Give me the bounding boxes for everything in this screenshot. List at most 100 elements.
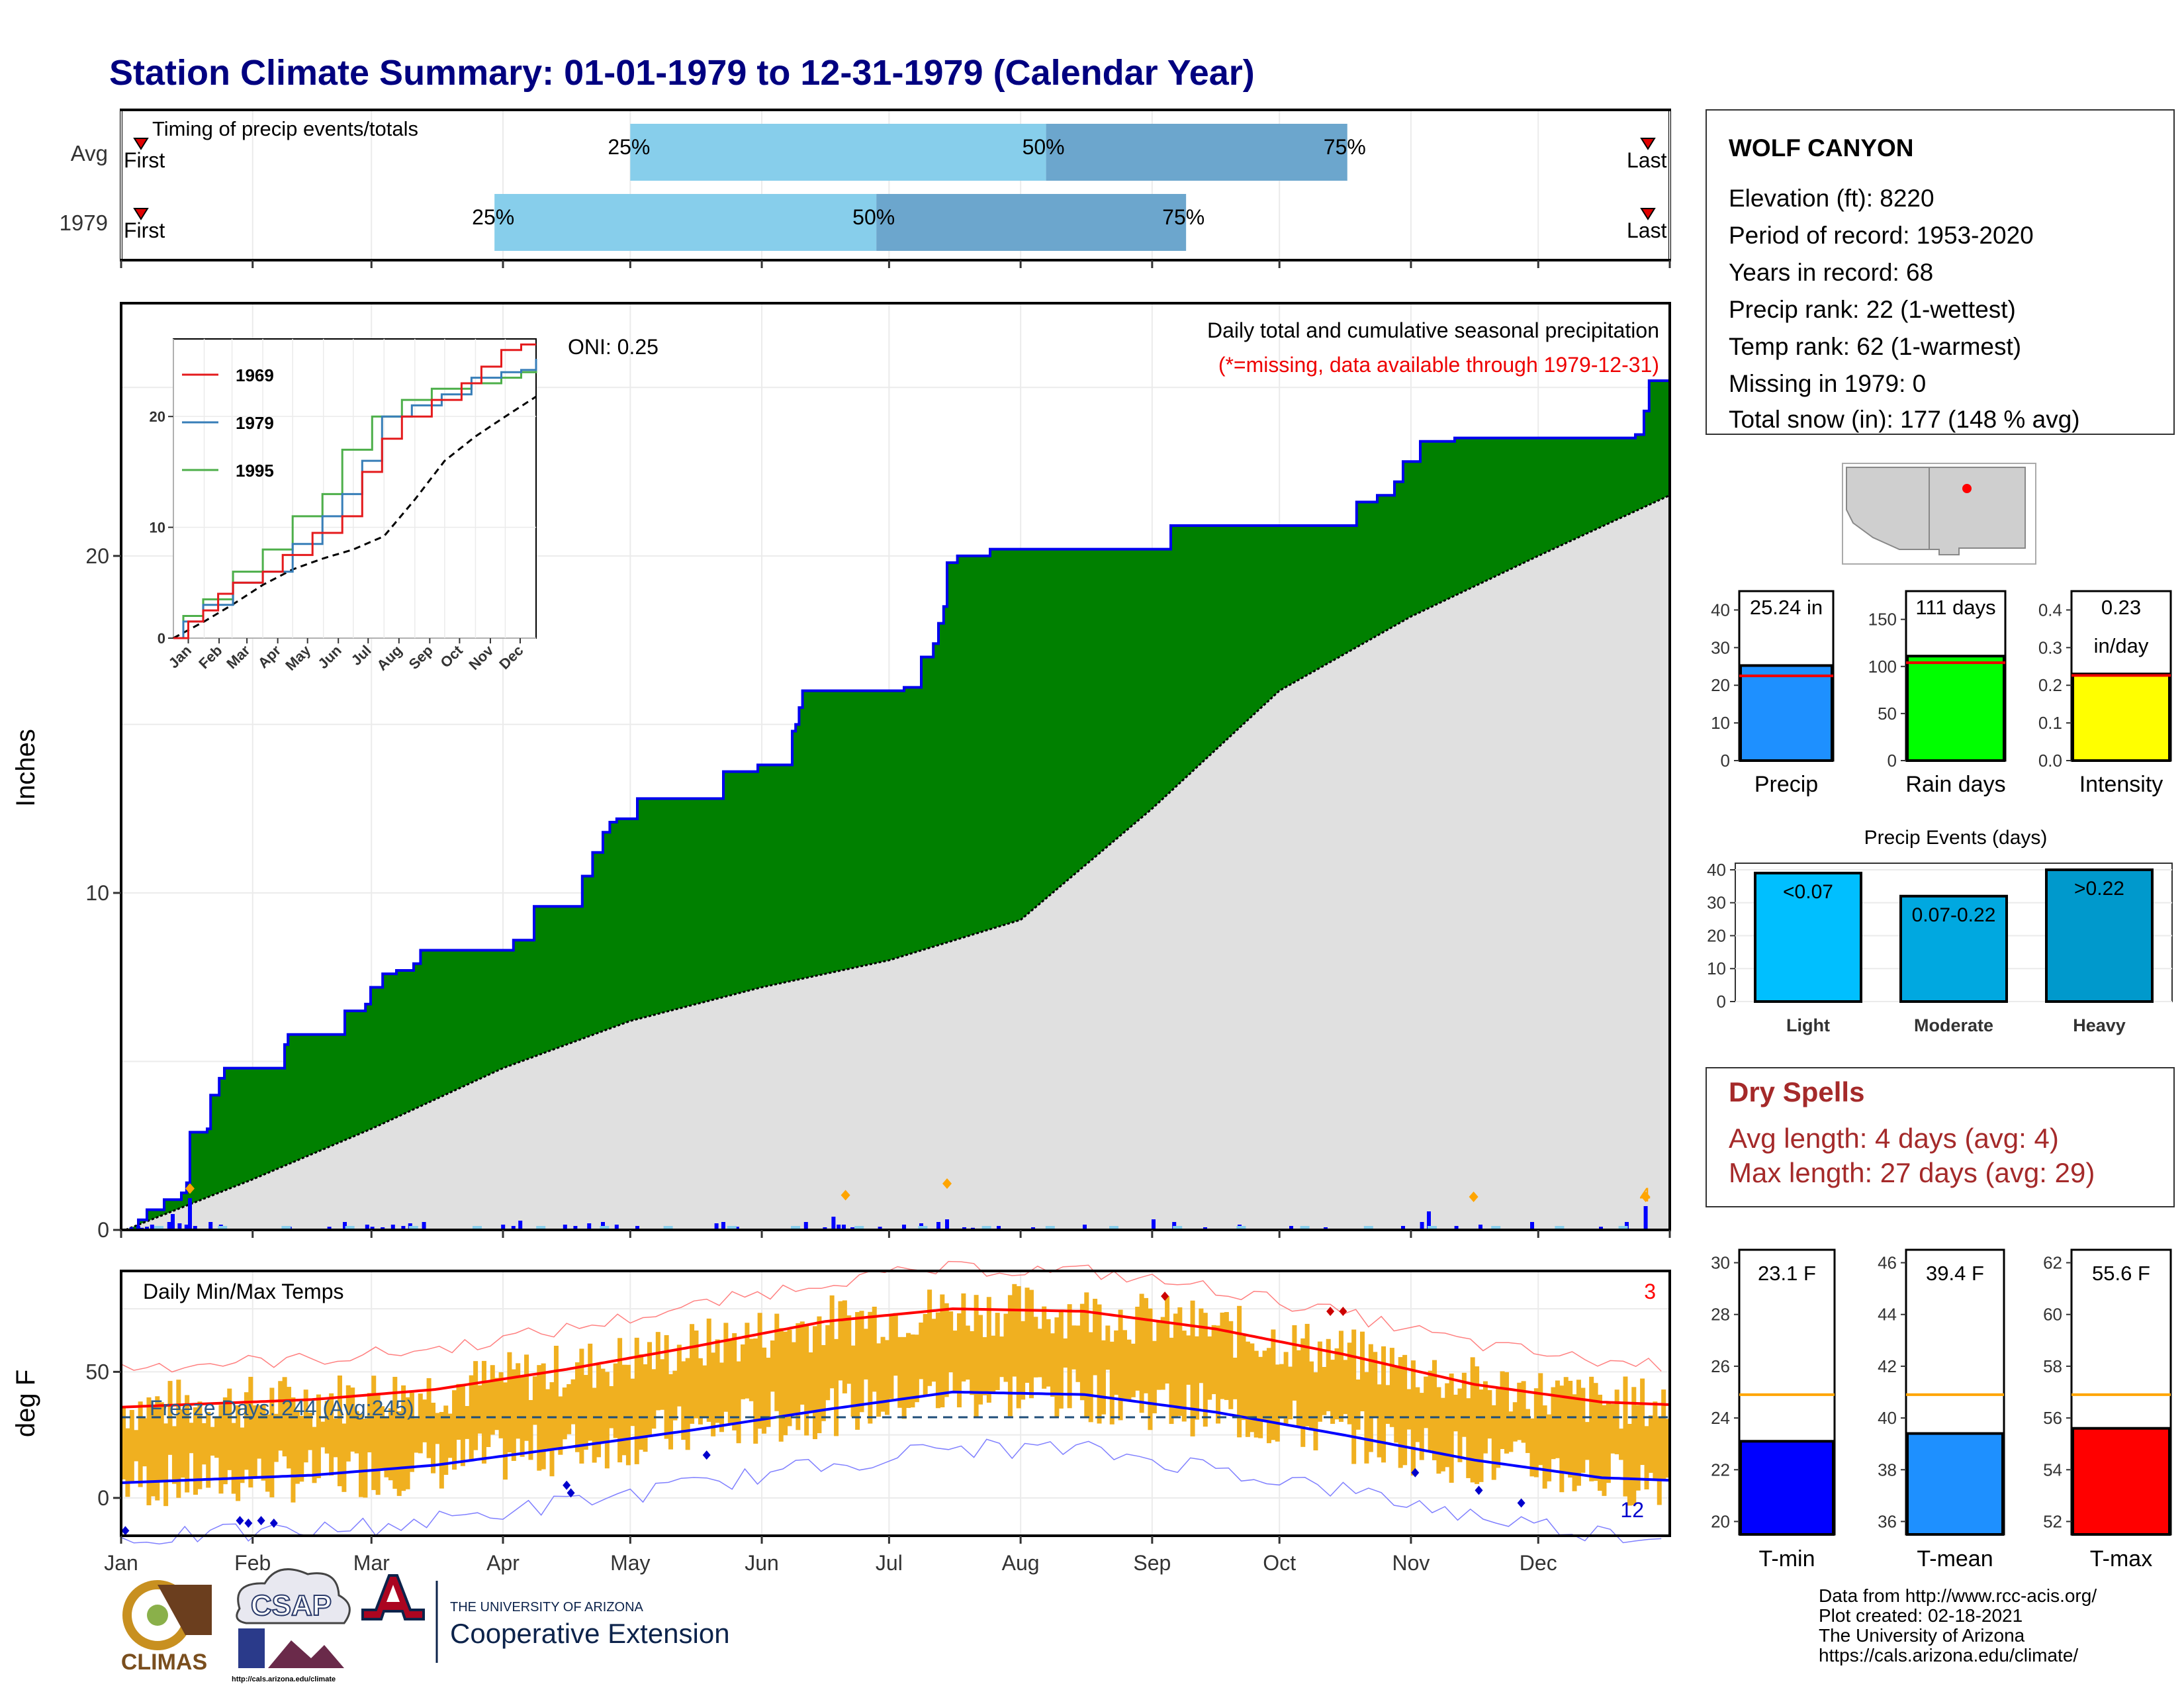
daily-temp-bar xyxy=(1406,1389,1412,1430)
intensity-value-label: 0.23 xyxy=(2101,596,2141,619)
csap-cloud-icon xyxy=(236,1568,351,1624)
timing-bar-avg-early xyxy=(630,124,1046,181)
daily-temp-bar xyxy=(1538,1373,1543,1466)
daily-temp-bar xyxy=(1475,1366,1480,1484)
daily-temp-bar xyxy=(889,1315,894,1399)
daily-temp-bar xyxy=(1343,1360,1348,1415)
footer-line-university: The University of Arizona xyxy=(1819,1625,2025,1646)
daily-temp-bar xyxy=(1063,1338,1068,1368)
station-elevation: Elevation (ft): 8220 xyxy=(1729,185,1934,212)
daily-temp-bar xyxy=(1186,1335,1191,1385)
precip-y-tick-label: 10 xyxy=(1711,713,1730,733)
daily-precip-bar xyxy=(842,1225,846,1230)
month-tick-label: May xyxy=(610,1551,650,1575)
daily-temp-bar xyxy=(834,1338,839,1436)
precip-events-chart: Precip Events (days) 0 10 20 30 40 <0.07 Light… xyxy=(1707,827,2173,1035)
temp-y-tick-label: 50 xyxy=(85,1360,109,1383)
timing-label-75: 75% xyxy=(1162,205,1205,229)
daily-temp-bar xyxy=(295,1410,300,1484)
last-event-label: Last xyxy=(1627,148,1667,172)
daily-temp-bar xyxy=(952,1331,958,1393)
daily-temp-bar xyxy=(1512,1402,1518,1442)
daily-temp-bar xyxy=(914,1335,919,1403)
month-tick-label: Oct xyxy=(1263,1551,1296,1575)
daily-temp-bar xyxy=(961,1293,966,1382)
daily-temp-bar xyxy=(252,1405,257,1478)
daily-temp-bar xyxy=(685,1358,690,1450)
daily-temp-bar xyxy=(1275,1364,1280,1442)
daily-precip-bar xyxy=(343,1222,347,1230)
daily-temp-bar xyxy=(1300,1338,1306,1447)
tmean-y-tick-label: 40 xyxy=(1878,1408,1897,1428)
tmean-value-label: 39.4 F xyxy=(1926,1262,1984,1285)
daily-precip-bar xyxy=(902,1225,906,1230)
record-low-marker xyxy=(563,1480,571,1490)
tmax-y-tick-label: 56 xyxy=(2043,1408,2062,1428)
daily-temp-bar xyxy=(1313,1372,1318,1451)
inset-y-tick-label: 0 xyxy=(158,630,165,647)
daily-temp-bar xyxy=(910,1334,915,1408)
daily-temp-bar xyxy=(787,1329,792,1427)
precip-y-tick-label: 30 xyxy=(1711,637,1730,657)
daily-temp-bar xyxy=(842,1300,847,1393)
rain-days-y-tick-label: 50 xyxy=(1878,704,1897,724)
daily-temp-bar xyxy=(1033,1317,1038,1378)
daily-temp-bar xyxy=(1118,1309,1123,1421)
footer-line-data-source: Data from http://www.rcc-acis.org/ xyxy=(1819,1585,2097,1606)
daily-temp-bar xyxy=(613,1363,618,1438)
daily-temp-bar xyxy=(1640,1378,1645,1466)
precip-daily-bars xyxy=(129,1178,1651,1230)
tmin-y-tick-label: 24 xyxy=(1711,1408,1730,1428)
record-low-line xyxy=(120,1438,1662,1545)
timing-bar-1979-early xyxy=(494,194,877,251)
events-bar-light xyxy=(1754,871,1862,1004)
inset-legend-1969: 1969 xyxy=(236,365,274,385)
tmin-y-tick-label: 26 xyxy=(1711,1356,1730,1376)
daily-temp-bar xyxy=(273,1413,279,1462)
events-y-tick-label: 30 xyxy=(1707,893,1726,913)
precip-y-tick-label: 0 xyxy=(1721,751,1730,771)
daily-temp-bar xyxy=(774,1313,780,1411)
daily-temp-bar xyxy=(1139,1293,1144,1413)
daily-temp-bar xyxy=(1334,1348,1340,1420)
precip-y-tick-label: 20 xyxy=(85,544,109,568)
daily-temp-bar xyxy=(1547,1414,1552,1481)
daily-temp-bar xyxy=(1190,1300,1195,1436)
record-low-marker xyxy=(244,1518,253,1528)
timing-bars: 25% 50% 75% First Last 25% 50% 75% First Last xyxy=(124,124,1667,251)
daily-precip-bar xyxy=(614,1225,619,1230)
daily-precip-bar xyxy=(721,1222,725,1230)
intensity-y-tick-label: 0.1 xyxy=(2038,713,2062,733)
daily-temp-bar xyxy=(1491,1405,1496,1480)
daily-temp-bar xyxy=(770,1340,775,1392)
daily-temp-bar xyxy=(388,1408,393,1481)
timing-bar-1979-late xyxy=(876,194,1187,251)
intensity-y-tick-label: 0.3 xyxy=(2038,637,2062,657)
daily-temp-bar xyxy=(1542,1405,1547,1489)
daily-light-precip-mark xyxy=(981,1226,991,1229)
daily-precip-bar xyxy=(390,1225,395,1230)
daily-temp-bar xyxy=(1211,1325,1216,1395)
inset-series-1995 xyxy=(173,366,537,639)
daily-temp-bar xyxy=(490,1365,495,1435)
daily-temp-bar xyxy=(507,1352,512,1453)
record-low-marker xyxy=(257,1516,265,1526)
daily-temp-bar xyxy=(799,1321,805,1405)
university-of-arizona-logo: THE UNIVERSITY OF ARIZONA Cooperative Ex… xyxy=(361,1574,730,1663)
daily-temp-bar xyxy=(134,1430,139,1462)
ua-logo-big-text: Cooperative Extension xyxy=(450,1618,730,1649)
daily-light-precip-mark xyxy=(1618,1226,1628,1229)
daily-temp-bar xyxy=(1479,1389,1484,1482)
daily-temp-bar xyxy=(672,1370,678,1421)
precip-y-tick-label: 10 xyxy=(85,881,109,905)
daily-temp-bar xyxy=(1126,1339,1132,1401)
precip-frame xyxy=(120,302,1671,1231)
tmean-y-tick-label: 38 xyxy=(1878,1460,1897,1479)
daily-temp-bar xyxy=(1245,1341,1250,1437)
daily-temp-bar xyxy=(1440,1397,1445,1472)
inset-legend-1995: 1995 xyxy=(236,461,274,481)
events-y-tick-label: 10 xyxy=(1707,959,1726,978)
daily-temp-bar xyxy=(1165,1296,1170,1384)
daily-temp-bar xyxy=(1373,1352,1378,1418)
daily-temp-bar xyxy=(193,1407,198,1495)
